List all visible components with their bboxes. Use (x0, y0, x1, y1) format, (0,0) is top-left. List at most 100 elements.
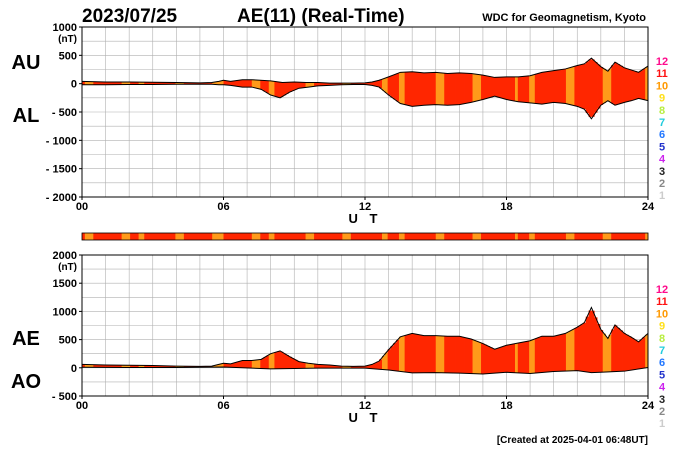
legend-item: 11 (656, 68, 668, 80)
area-band (265, 80, 270, 94)
y-tick-label: 2000 (53, 250, 77, 262)
area-band (478, 74, 482, 101)
strip-segment (486, 233, 490, 240)
area-band (554, 335, 558, 372)
area-band (401, 72, 406, 105)
area-band (387, 349, 391, 371)
area-band (574, 65, 578, 106)
area-band (472, 73, 476, 102)
area-band (483, 344, 488, 374)
strip-segment (257, 233, 261, 240)
area-band (486, 76, 490, 99)
area-band (84, 81, 89, 85)
area-band (381, 355, 386, 370)
area-band (396, 73, 400, 102)
strip-segment (526, 233, 530, 240)
area-band (582, 322, 587, 372)
area-band (101, 81, 106, 85)
strip-segment (362, 233, 366, 240)
area-band (413, 333, 417, 373)
area-band (500, 346, 505, 373)
area-band (531, 74, 536, 104)
area-band (322, 364, 326, 369)
area-band (611, 329, 615, 372)
area-band (546, 71, 550, 104)
area-band (348, 366, 352, 369)
area-band (537, 73, 541, 104)
strip-segment (421, 233, 425, 240)
area-band (223, 363, 227, 368)
area-band (152, 365, 156, 368)
area-band (381, 78, 386, 91)
strip-segment (503, 233, 507, 240)
area-band (407, 334, 411, 373)
strip-segment (248, 233, 253, 240)
area-band (466, 338, 471, 374)
strip-segment (121, 233, 125, 240)
area-band (229, 363, 233, 368)
area-band (461, 73, 465, 104)
area-band (96, 364, 100, 368)
strip-segment (373, 233, 377, 240)
area-band (390, 75, 394, 98)
area-band (568, 67, 572, 105)
strip-segment (240, 233, 244, 240)
area-band (282, 82, 287, 96)
x-tick-label: 06 (217, 201, 229, 213)
strip-segment (452, 233, 456, 240)
area-band (526, 341, 530, 374)
area-band (415, 334, 420, 373)
area-band (464, 337, 468, 374)
area-band (418, 334, 422, 373)
area-band (251, 79, 256, 88)
area-band (509, 76, 513, 101)
area-band (212, 365, 216, 368)
area-band (591, 310, 595, 373)
area-band (302, 82, 306, 88)
strip-segment (413, 233, 417, 240)
strip-segment (350, 233, 355, 240)
strip-segment (164, 233, 168, 240)
area-band (413, 71, 417, 107)
area-band (571, 66, 575, 106)
area-band (209, 82, 213, 85)
area-band (376, 80, 380, 87)
area-band (161, 365, 165, 368)
strip-segment (520, 233, 524, 240)
area-band (540, 72, 544, 105)
strip-segment (345, 233, 349, 240)
area-band (441, 335, 445, 373)
legend-item: 12 (656, 56, 668, 68)
area-band (161, 82, 165, 85)
strip-segment (342, 233, 346, 240)
area-band (328, 83, 332, 86)
strip-segment (551, 233, 556, 240)
strip-segment (96, 233, 100, 240)
strip-segment (175, 233, 179, 240)
strip-segment (591, 233, 595, 240)
area-band (138, 365, 142, 368)
area-band (132, 365, 137, 368)
area-band (398, 72, 403, 104)
au-al-panel: 1000 500 0 - 500 - 1000 - 1500 - 2000 (nT) 00 06 1… (12, 22, 669, 226)
area-band (195, 82, 199, 85)
strip-segment (333, 233, 338, 240)
y-tick-label: - 1500 (46, 164, 77, 176)
area-band (563, 69, 567, 104)
strip-segment (325, 233, 329, 240)
area-band (469, 73, 473, 103)
strip-segment (277, 233, 281, 240)
area-band (560, 69, 564, 104)
strip-segment (376, 233, 380, 240)
area-band (469, 339, 473, 374)
area-band (291, 358, 295, 369)
area-band (305, 82, 309, 88)
area-band (121, 365, 125, 368)
area-band (401, 335, 406, 372)
area-band (198, 82, 202, 85)
area-band (478, 342, 482, 374)
strip-segment (161, 233, 165, 240)
strip-segment (435, 233, 439, 240)
area-band (257, 80, 261, 89)
strip-segment (149, 233, 154, 240)
